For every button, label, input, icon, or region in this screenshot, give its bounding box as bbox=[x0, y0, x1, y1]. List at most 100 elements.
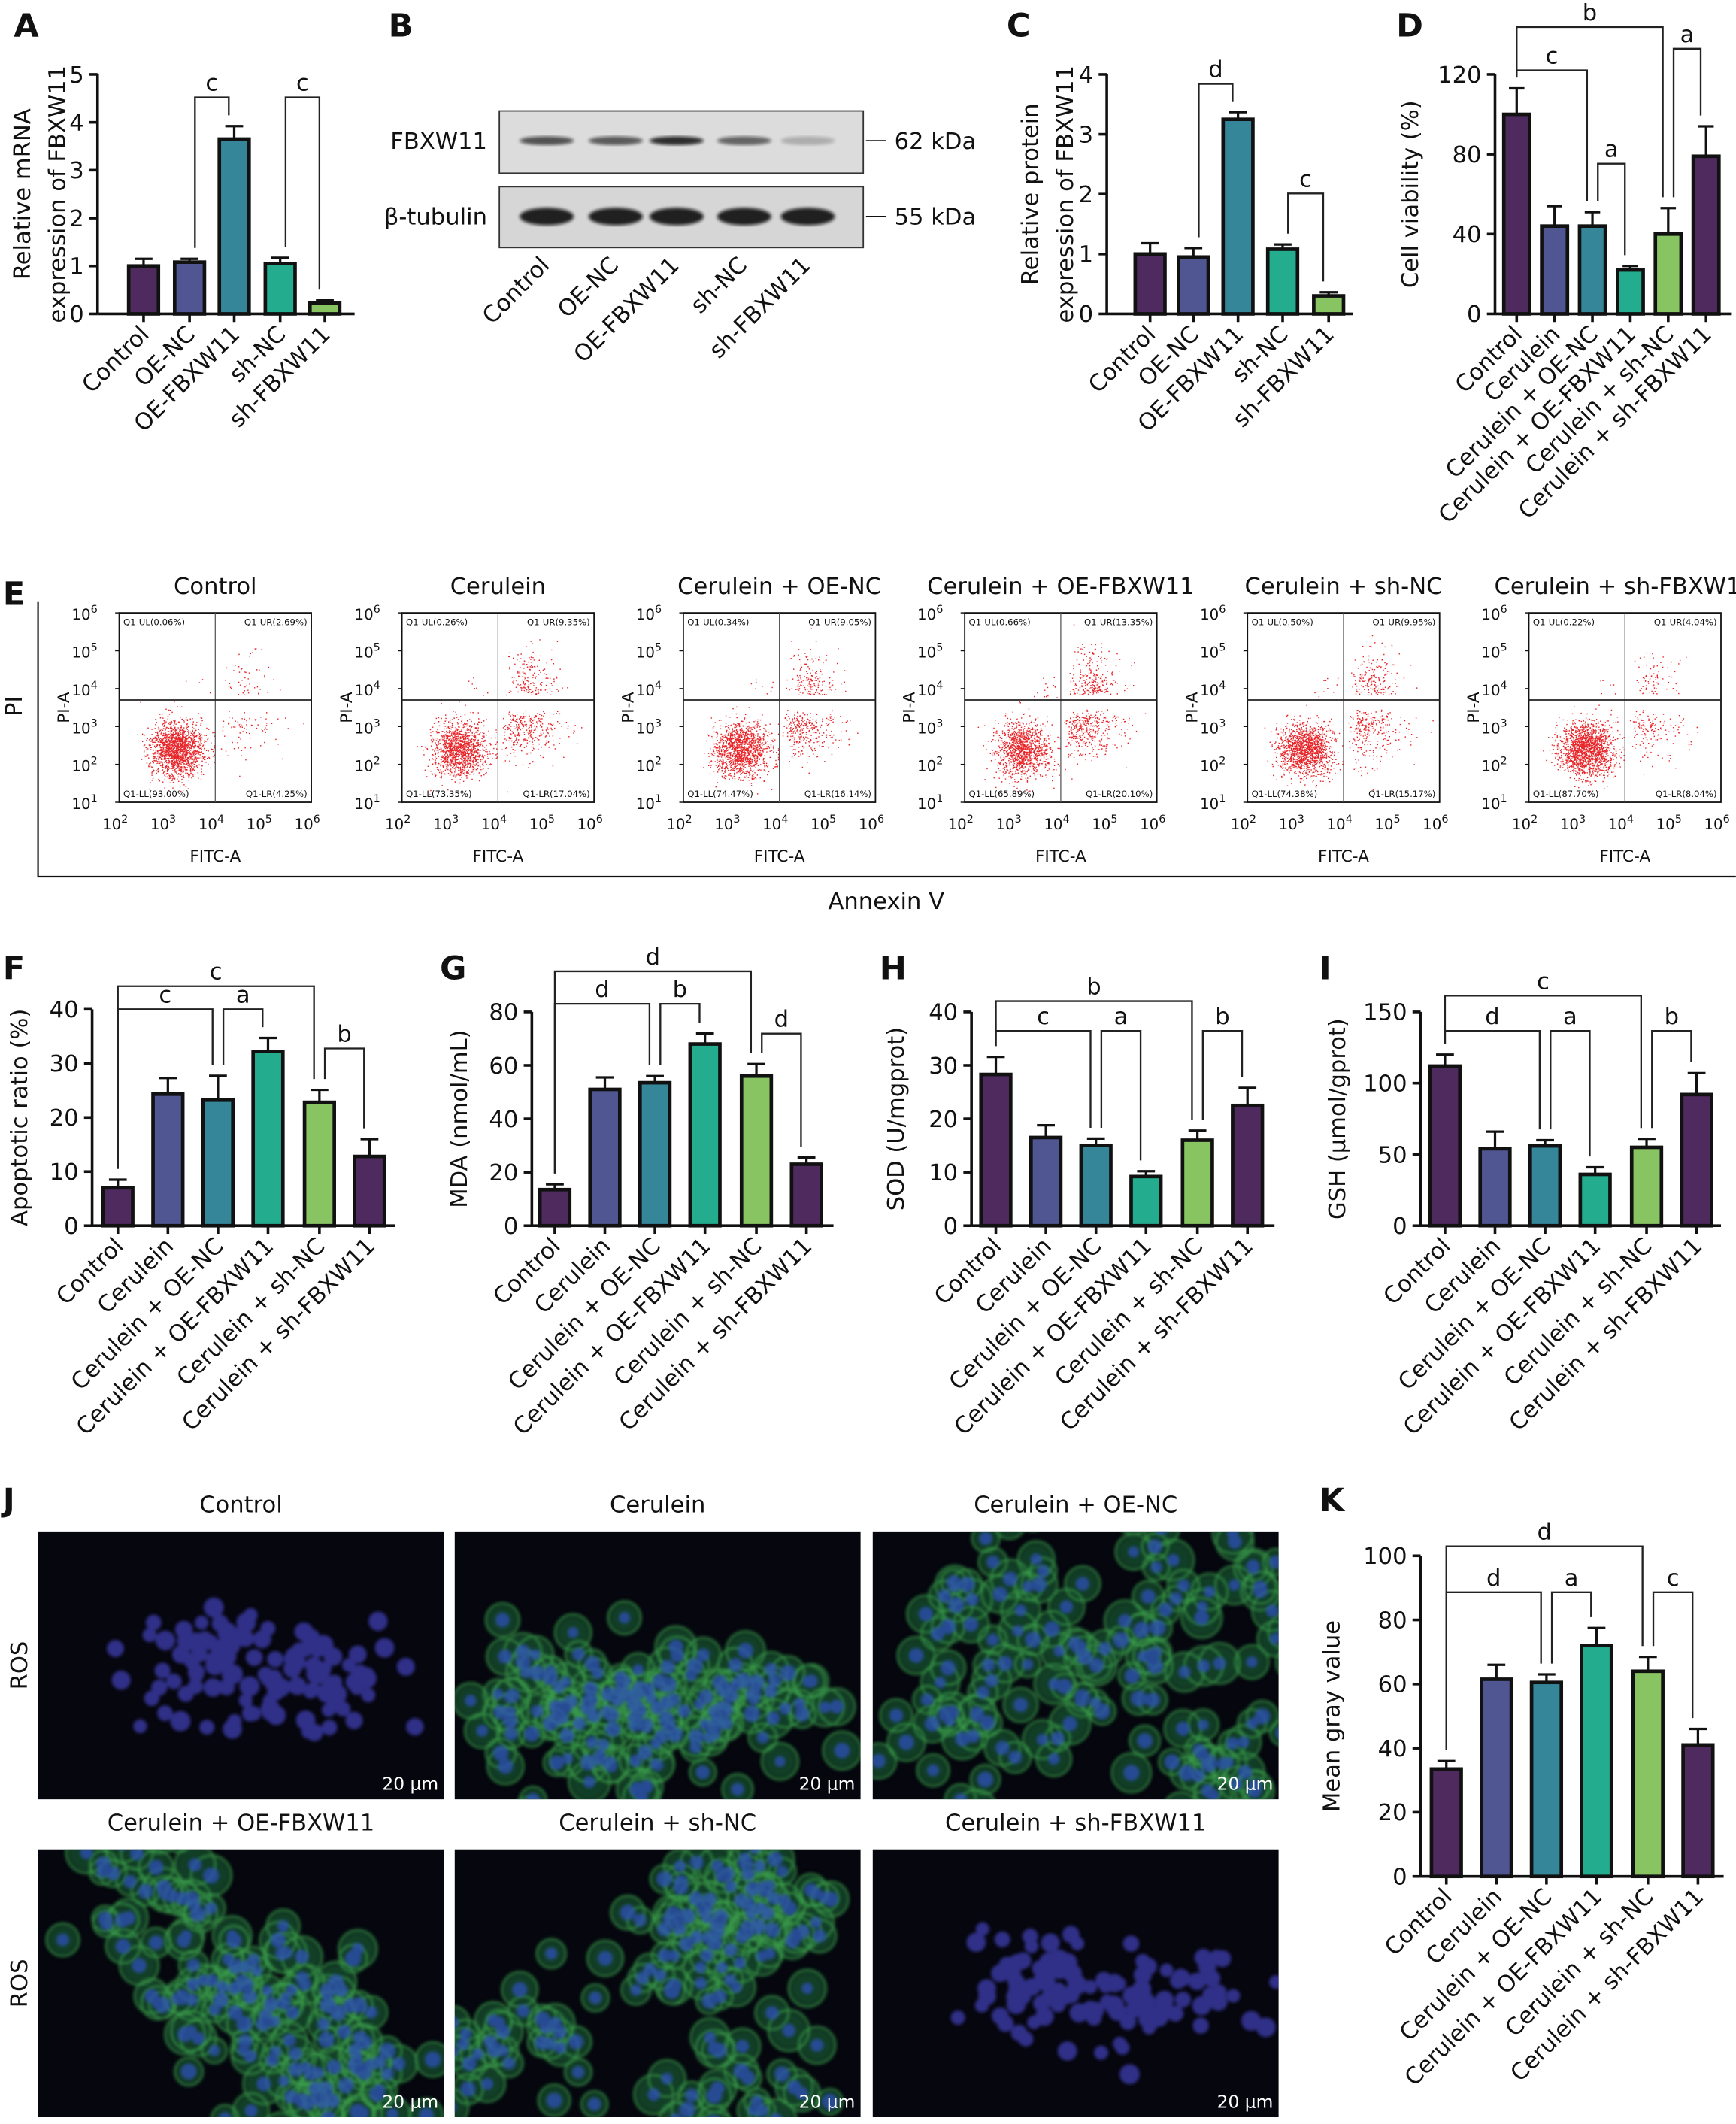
scatter-dots bbox=[417, 639, 583, 799]
bar-cerulein-sh-fbxw11 bbox=[1231, 1103, 1265, 1228]
bar-oe-nc bbox=[172, 260, 207, 316]
y-tick-label: 5 bbox=[69, 62, 83, 89]
panel-frame bbox=[37, 601, 1736, 878]
scatter-dots bbox=[137, 648, 304, 795]
y-tick-label: 150 bbox=[1363, 1000, 1407, 1026]
bar-control bbox=[538, 1187, 572, 1228]
bar-sh-nc bbox=[1265, 247, 1300, 316]
y-axis-label: expression of FBXW11 bbox=[1053, 65, 1079, 323]
y-axis-label: PI-A bbox=[619, 692, 638, 723]
significance-bracket bbox=[1100, 1029, 1142, 1161]
scale-bar-label: 20 μm bbox=[799, 2091, 856, 2112]
bar-control bbox=[126, 264, 161, 316]
x-tick-label: 103 bbox=[1560, 814, 1586, 833]
microscopy-image: Cerulein + sh-NC 20 μm bbox=[454, 1810, 861, 2118]
scatter-dots bbox=[1264, 635, 1434, 792]
quadrant-ul-label: Q1-UL(0.26%) bbox=[406, 617, 468, 627]
y-axis-label: PI-A bbox=[1465, 692, 1483, 723]
y-tick-label: 0 bbox=[1079, 301, 1093, 328]
bar-cerulein-sh-nc bbox=[739, 1074, 774, 1228]
quadrant-ll-label: Q1-LL(93.00%) bbox=[123, 789, 189, 799]
significance-label: c bbox=[1037, 1004, 1050, 1030]
quadrant-lr-label: Q1-LR(4.25%) bbox=[246, 789, 308, 799]
significance-label: b bbox=[1215, 1004, 1229, 1030]
bar-sh-fbxw11 bbox=[308, 301, 342, 316]
x-axis-label: FITC-A bbox=[472, 847, 523, 866]
bar-sh-fbxw11 bbox=[1312, 294, 1346, 316]
panel-letter-A: A bbox=[14, 8, 39, 45]
y-tick-label: 1 bbox=[1079, 242, 1093, 268]
bar-oe-nc bbox=[1177, 255, 1210, 316]
bar-cerulein-oe-fbxw11 bbox=[1578, 1172, 1612, 1228]
significance-bracket bbox=[1550, 1591, 1592, 1664]
y-tick-label: 20 bbox=[50, 1105, 79, 1132]
x-axis-label: FITC-A bbox=[1599, 847, 1650, 866]
row-label-ros: ROS bbox=[7, 1959, 33, 2007]
y-tick-label: 4 bbox=[1079, 62, 1093, 89]
significance-bracket bbox=[1516, 26, 1664, 198]
bar-cerulein bbox=[1478, 1147, 1512, 1228]
y-tick-label: 30 bbox=[50, 1051, 79, 1077]
y-axis-label: PI-A bbox=[338, 692, 356, 723]
outer-x-label: Annexin V bbox=[829, 889, 945, 915]
y-tick-label: 0 bbox=[69, 301, 83, 328]
y-tick-label: 80 bbox=[1378, 1607, 1407, 1634]
bar-control bbox=[1501, 112, 1531, 316]
significance-bracket bbox=[1287, 192, 1325, 282]
y-tick-label: 3 bbox=[1079, 122, 1093, 148]
quadrant-lr-label: Q1-LR(17.04%) bbox=[523, 789, 590, 799]
significance-bracket bbox=[1445, 1545, 1644, 1750]
y-tick-label: 0 bbox=[1392, 1213, 1407, 1240]
bar-cerulein bbox=[588, 1087, 622, 1228]
quadrant-ur-label: Q1-UR(13.35%) bbox=[1084, 617, 1153, 627]
panel-letter-I: I bbox=[1319, 950, 1332, 988]
cytoplasm-ros-signal bbox=[454, 1849, 849, 2118]
flow-plot: Cerulein + OE-FBXW11 Q1-UL(0.66%) Q1-UR(13… bbox=[901, 574, 1195, 866]
y-axis-label: expression of FBXW11 bbox=[45, 65, 71, 323]
flow-plot-title: Cerulein bbox=[450, 574, 546, 600]
nuclei bbox=[107, 1597, 424, 1741]
significance-bracket bbox=[761, 1032, 802, 1147]
x-axis-label: FITC-A bbox=[189, 847, 241, 866]
significance-label: a bbox=[1680, 22, 1695, 48]
bar-cerulein-oe-fbxw11 bbox=[251, 1050, 285, 1228]
quadrant-ll-label: Q1-LL(74.47%) bbox=[687, 789, 753, 799]
significance-label: d bbox=[646, 944, 660, 971]
y-tick-label: 0 bbox=[504, 1213, 518, 1240]
significance-bracket bbox=[323, 1047, 365, 1129]
y-tick-label: 40 bbox=[50, 997, 79, 1023]
significance-bracket bbox=[1651, 1029, 1692, 1129]
significance-label: c bbox=[210, 959, 223, 986]
flow-plot-title: Control bbox=[174, 574, 257, 600]
panel-letter-D: D bbox=[1396, 8, 1423, 45]
y-tick-label: 60 bbox=[489, 1053, 518, 1080]
significance-bracket bbox=[1444, 995, 1643, 1129]
y-tick-label: 40 bbox=[929, 1000, 958, 1026]
blot-band bbox=[780, 208, 835, 226]
bar-cerulein-oe-nc bbox=[201, 1098, 235, 1228]
y-tick-label: 4 bbox=[69, 110, 83, 136]
quadrant-ll-label: Q1-LL(87.70%) bbox=[1533, 789, 1599, 799]
panel-letter-E: E bbox=[3, 575, 25, 613]
quadrant-ur-label: Q1-UR(2.69%) bbox=[244, 617, 308, 627]
significance-label: c bbox=[1546, 44, 1559, 70]
significance-label: d bbox=[595, 977, 609, 1003]
bar-cerulein-sh-fbxw11 bbox=[353, 1154, 386, 1228]
image-title: Cerulein + sh-FBXW11 bbox=[945, 1810, 1206, 1837]
bar-cerulein-oe-nc bbox=[1577, 224, 1607, 316]
y-axis-label: Relative mRNA bbox=[10, 108, 36, 280]
significance-label: d bbox=[1485, 1004, 1499, 1030]
y-tick-label: 2 bbox=[1079, 182, 1093, 208]
blot-band bbox=[588, 208, 643, 226]
cells bbox=[872, 1531, 1279, 1800]
quadrant-ur-label: Q1-UR(4.04%) bbox=[1654, 617, 1717, 627]
cells bbox=[454, 1849, 849, 2118]
blot-band bbox=[717, 208, 771, 226]
nuclei bbox=[465, 1612, 850, 1800]
y-tick-label: 40 bbox=[489, 1107, 518, 1133]
y-axis-label: MDA (nmol/mL) bbox=[447, 1029, 473, 1207]
microscopy-image: Cerulein + OE-FBXW11 20 μm bbox=[38, 1810, 444, 2118]
bar-control bbox=[1133, 252, 1167, 316]
outer-y-label: PI bbox=[2, 696, 28, 717]
